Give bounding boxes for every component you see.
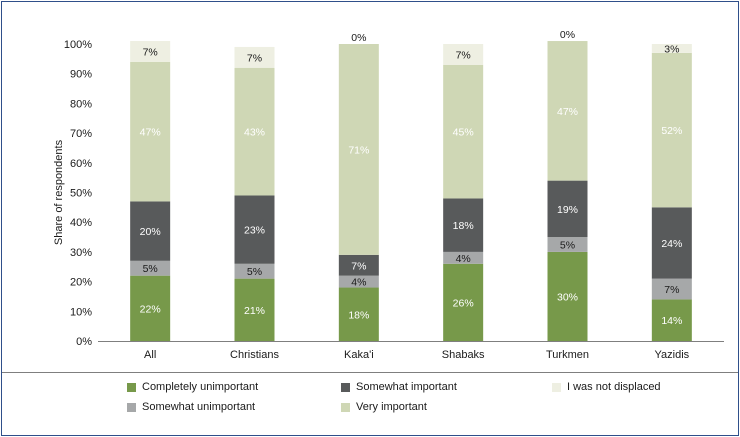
bar-segment xyxy=(130,275,171,341)
y-tick-label: 40% xyxy=(70,217,92,229)
y-tick-label: 50% xyxy=(70,188,92,200)
y-tick-label: 30% xyxy=(70,247,92,259)
bar-segment xyxy=(130,260,171,276)
bar-segment xyxy=(234,278,275,341)
legend-label: Very important xyxy=(356,401,427,413)
data-label: 7% xyxy=(664,284,679,296)
data-label: 0% xyxy=(560,29,575,41)
x-category-label: Kaka'i xyxy=(344,349,374,361)
data-label: 5% xyxy=(560,239,575,251)
stacked-bar-chart: Share of respondents 0% 10% 20% 30% 40% 50% 60%… xyxy=(53,29,724,361)
y-tick-label: 10% xyxy=(70,306,92,318)
legend-label: Completely unimportant xyxy=(142,381,259,393)
x-category-label: Turkmen xyxy=(546,349,589,361)
bar-segment xyxy=(651,44,692,53)
legend-item: Completely unimportant xyxy=(127,381,258,393)
data-label: 20% xyxy=(140,226,161,238)
data-label: 43% xyxy=(244,127,265,139)
bar-segment xyxy=(547,41,588,181)
legend-item: Somewhat important xyxy=(341,381,457,393)
legend-label: Somewhat unimportant xyxy=(142,401,256,413)
bar-segment xyxy=(130,201,171,261)
bar-segment xyxy=(443,44,484,65)
y-tick-label: 70% xyxy=(70,128,92,140)
bar-segment xyxy=(338,254,379,276)
legend-swatch xyxy=(341,402,350,412)
x-category-label: Shabaks xyxy=(442,349,485,361)
data-label: 18% xyxy=(348,309,369,321)
data-label: 0% xyxy=(351,32,366,44)
x-category-label: Yazidis xyxy=(655,349,690,361)
legend-label: I was not displaced xyxy=(567,381,661,393)
data-label: 18% xyxy=(453,220,474,232)
data-label: 24% xyxy=(661,238,682,250)
data-label: 7% xyxy=(456,49,471,61)
legend-swatch xyxy=(341,382,350,392)
bar-segment xyxy=(130,61,171,202)
legend-divider xyxy=(2,372,738,373)
data-label: 19% xyxy=(557,204,578,216)
legend-swatch xyxy=(127,402,136,412)
y-tick-label: 20% xyxy=(70,277,92,289)
legend-item: I was not displaced xyxy=(552,381,661,393)
y-axis-title: Share of respondents xyxy=(53,139,65,245)
y-tick-label: 60% xyxy=(70,158,92,170)
data-label: 7% xyxy=(143,46,158,58)
data-label: 52% xyxy=(661,125,682,137)
y-tick-label: 0% xyxy=(76,336,92,348)
y-tick-label: 90% xyxy=(70,69,92,81)
data-label: 23% xyxy=(244,225,265,237)
data-label: 26% xyxy=(453,297,474,309)
legend-swatch xyxy=(552,382,561,392)
bar-segment xyxy=(443,198,484,252)
data-label: 7% xyxy=(247,52,262,64)
bar-segment xyxy=(651,278,692,300)
y-tick-label: 100% xyxy=(64,39,92,51)
bar-segment xyxy=(443,251,484,264)
y-tick-label: 80% xyxy=(70,98,92,110)
data-label: 47% xyxy=(557,106,578,118)
data-label: 21% xyxy=(244,305,265,317)
data-label: 3% xyxy=(664,43,679,55)
legend-label: Somewhat important xyxy=(356,381,457,393)
bar-segment xyxy=(547,180,588,238)
bar-segment xyxy=(234,46,275,68)
data-label: 7% xyxy=(351,260,366,272)
data-label: 5% xyxy=(247,266,262,278)
legend-item: Very important xyxy=(341,401,427,413)
bar-segment xyxy=(443,64,484,199)
legend: Completely unimportant Somewhat unimporta… xyxy=(2,372,738,432)
data-label: 22% xyxy=(140,303,161,315)
bar-segment xyxy=(130,41,171,62)
bar-segment xyxy=(651,207,692,279)
legend-swatch xyxy=(127,382,136,392)
data-label: 47% xyxy=(140,127,161,139)
bar-segment xyxy=(234,195,275,264)
data-label: 71% xyxy=(348,144,369,156)
bar-segment xyxy=(234,67,275,196)
bar-segment xyxy=(338,275,379,288)
bar-segment xyxy=(234,263,275,279)
bar-segment xyxy=(651,52,692,208)
bar-segment xyxy=(547,251,588,341)
x-category-label: All xyxy=(144,349,156,361)
bar-segment xyxy=(338,287,379,341)
x-category-label: Christians xyxy=(230,349,279,361)
bar-segment xyxy=(443,263,484,341)
data-label: 5% xyxy=(143,263,158,275)
bar-segment xyxy=(338,44,379,255)
bar-segment xyxy=(547,237,588,252)
legend-item: Somewhat unimportant xyxy=(127,401,255,413)
data-label: 30% xyxy=(557,291,578,303)
data-label: 4% xyxy=(351,277,366,289)
data-label: 4% xyxy=(456,253,471,265)
data-label: 45% xyxy=(453,127,474,139)
data-label: 14% xyxy=(661,315,682,327)
bar-segment xyxy=(651,299,692,341)
